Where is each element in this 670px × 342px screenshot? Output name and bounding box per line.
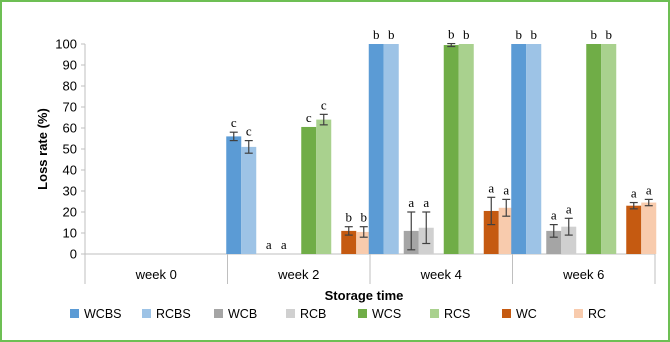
legend-swatch-wc xyxy=(502,309,511,318)
legend-swatch-rcb xyxy=(286,309,295,318)
bar-rc xyxy=(498,207,514,254)
legend-label-wcbs: WCBS xyxy=(84,307,122,321)
y-tick-label: 50 xyxy=(63,142,77,157)
y-tick-label: 90 xyxy=(63,58,77,73)
significance-label: a xyxy=(408,195,414,210)
legend-label-rcs: RCS xyxy=(444,307,470,321)
significance-label: a xyxy=(423,195,429,210)
y-tick-label: 70 xyxy=(63,100,77,115)
legend-swatch-rcs xyxy=(430,309,439,318)
y-tick-label: 40 xyxy=(63,163,77,178)
significance-label: a xyxy=(281,237,287,252)
bar-wcs xyxy=(301,126,317,254)
significance-label: a xyxy=(266,237,272,252)
x-category-label: week 0 xyxy=(135,267,177,282)
significance-label: c xyxy=(246,124,252,139)
legend-swatch-wcbs xyxy=(70,309,79,318)
bar-rcs xyxy=(458,44,474,254)
legend-swatch-rcbs xyxy=(142,309,151,318)
significance-label: c xyxy=(321,97,327,112)
bar-rcbs xyxy=(241,146,257,254)
bar-wcbs xyxy=(511,44,527,254)
significance-label: a xyxy=(566,201,572,216)
y-tick-label: 20 xyxy=(63,205,77,220)
x-category-label: week 4 xyxy=(420,267,462,282)
significance-label: b xyxy=(516,27,523,42)
significance-label: b xyxy=(591,27,598,42)
y-tick-label: 0 xyxy=(70,247,77,262)
significance-label: b xyxy=(361,210,368,225)
y-tick-label: 10 xyxy=(63,226,77,241)
bar-wcbs xyxy=(226,136,242,254)
bar-rcbs xyxy=(383,44,399,254)
bar-wc xyxy=(626,205,642,254)
bar-rcb xyxy=(561,226,577,254)
y-tick-label: 30 xyxy=(63,184,77,199)
bar-wcs xyxy=(586,44,602,254)
y-tick-label: 100 xyxy=(55,37,77,52)
legend-label-wcs: WCS xyxy=(372,307,401,321)
legend-swatch-wcb xyxy=(214,309,223,318)
legend-label-rc: RC xyxy=(588,307,606,321)
bar-rcs xyxy=(601,44,617,254)
legend-label-rcb: RCB xyxy=(300,307,326,321)
significance-label: b xyxy=(346,210,353,225)
legend-swatch-wcs xyxy=(358,309,367,318)
bar-rcs xyxy=(316,119,332,254)
significance-label: c xyxy=(231,115,237,130)
x-category-label: week 6 xyxy=(562,267,604,282)
bar-wc xyxy=(341,230,357,254)
legend-swatch-rc xyxy=(574,309,583,318)
y-tick-label: 80 xyxy=(63,79,77,94)
significance-label: a xyxy=(503,182,509,197)
significance-label: a xyxy=(646,182,652,197)
significance-label: b xyxy=(463,27,470,42)
bar-wc xyxy=(483,210,499,254)
legend-label-rcbs: RCBS xyxy=(156,307,191,321)
x-axis-title: Storage time xyxy=(325,288,404,303)
x-category-label: week 2 xyxy=(277,267,319,282)
significance-label: b xyxy=(448,27,455,42)
significance-label: c xyxy=(306,110,312,125)
bar-rc xyxy=(641,202,657,254)
y-tick-label: 60 xyxy=(63,121,77,136)
bar-wcs xyxy=(443,45,459,254)
significance-label: b xyxy=(373,27,380,42)
significance-label: a xyxy=(631,186,637,201)
bar-wcbs xyxy=(368,44,384,254)
legend-label-wc: WC xyxy=(516,307,537,321)
y-axis-title: Loss rate (%) xyxy=(35,108,50,190)
significance-label: a xyxy=(488,180,494,195)
significance-label: a xyxy=(551,208,557,223)
significance-label: b xyxy=(388,27,395,42)
bar-rcbs xyxy=(526,44,542,254)
significance-label: b xyxy=(531,27,538,42)
significance-label: b xyxy=(606,27,613,42)
legend-label-wcb: WCB xyxy=(228,307,257,321)
